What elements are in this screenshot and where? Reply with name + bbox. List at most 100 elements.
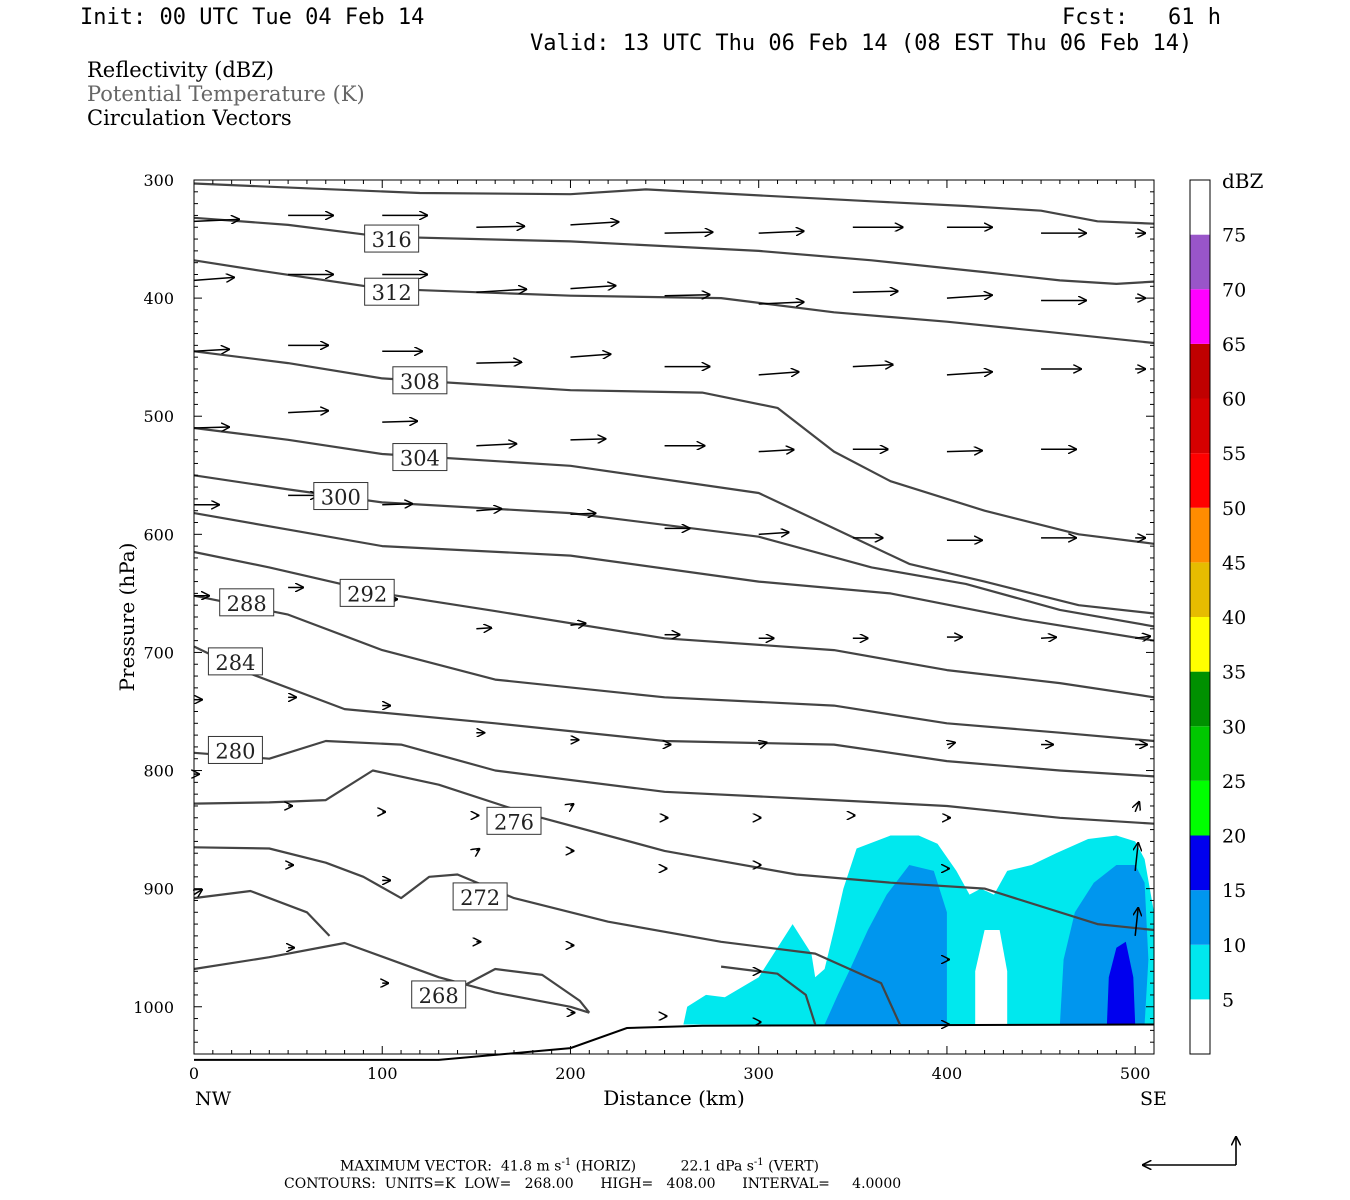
colorbar-level-label: 55 xyxy=(1222,443,1246,465)
theta-contour-272 xyxy=(193,846,901,1025)
circulation-vector xyxy=(382,421,417,422)
circulation-vector xyxy=(947,743,955,745)
y-tick-label: 300 xyxy=(143,171,174,190)
colorbar-frame xyxy=(1189,179,1211,1055)
colorbar-level-label: 20 xyxy=(1222,826,1246,848)
x-tick-label: 200 xyxy=(555,1064,586,1083)
circulation-vector xyxy=(758,532,789,534)
x-tick-label: 100 xyxy=(367,1064,398,1083)
theta-contour xyxy=(193,350,1155,545)
colorbar-level-label: 75 xyxy=(1222,225,1246,247)
contour-label: 288 xyxy=(227,592,267,616)
x-tick-label: 300 xyxy=(743,1064,774,1083)
theta-contour-268 xyxy=(193,941,590,1014)
colorbar-swatch xyxy=(1190,944,1210,1000)
reflectivity-gap xyxy=(975,930,1008,1025)
contour-label: 276 xyxy=(494,810,534,834)
contour-label-box xyxy=(364,277,420,306)
reflectivity-region-10dbz xyxy=(824,865,947,1025)
theta-contour xyxy=(720,965,817,1025)
colorbar-swatch xyxy=(1190,453,1210,508)
theta-contour-316 xyxy=(193,182,1155,225)
circulation-vector xyxy=(288,411,328,413)
circulation-vector xyxy=(570,513,595,514)
colorbar-level-label: 65 xyxy=(1222,334,1246,356)
circulation-vector xyxy=(946,451,982,452)
max-vector-label: MAXIMUM VECTOR: xyxy=(340,1158,492,1175)
circulation-vector xyxy=(1135,908,1138,936)
contour-label: 272 xyxy=(460,886,500,910)
circulation-vector xyxy=(476,849,479,851)
colorbar-swatch xyxy=(1190,890,1210,945)
contour-label-box xyxy=(486,806,542,835)
contour-label: 316 xyxy=(372,228,412,252)
circulation-vector xyxy=(570,286,615,289)
theta-contour-276 xyxy=(193,769,1155,932)
theta-contour-284 xyxy=(193,645,1155,778)
circulation-vector xyxy=(852,365,893,367)
circulation-vector xyxy=(759,743,767,745)
contour-label: 304 xyxy=(400,447,440,471)
contour-label-box xyxy=(219,588,275,617)
theta-contour xyxy=(456,967,591,1014)
y-tick-label: 600 xyxy=(143,525,174,544)
contour-label: 280 xyxy=(215,739,255,763)
circulation-vector xyxy=(664,295,710,296)
contour-label-box xyxy=(339,578,395,607)
circulation-vector xyxy=(476,509,501,511)
contour-label: 308 xyxy=(400,370,440,394)
theta-contour-308 xyxy=(193,426,1155,615)
colorbar-swatch xyxy=(1190,562,1210,617)
colorbar-swatch xyxy=(1190,726,1210,781)
contour-label-box xyxy=(411,980,467,1009)
theta-contour-288 xyxy=(193,594,1155,743)
x-tick-label: 0 xyxy=(189,1064,199,1083)
circulation-vector xyxy=(193,277,234,280)
horiz-exponent: -1 xyxy=(561,1157,572,1168)
circulation-vector xyxy=(570,439,605,440)
circulation-vector xyxy=(852,291,898,292)
terrain-line xyxy=(194,1023,1155,1061)
theta-contour-292 xyxy=(193,550,1155,699)
contour-label-box xyxy=(452,882,508,911)
reference-vector-icon xyxy=(1143,1137,1236,1165)
vector-field-label: Circulation Vectors xyxy=(87,106,292,130)
contour-label-box xyxy=(313,482,369,511)
circulation-vector xyxy=(476,362,521,363)
circulation-vector xyxy=(1135,802,1139,813)
contour-label-box xyxy=(207,735,263,764)
x-tick-label: 500 xyxy=(1120,1064,1151,1083)
circulation-vector xyxy=(476,226,524,227)
colorbar-level-label: 45 xyxy=(1222,552,1246,574)
y-tick-label: 900 xyxy=(143,880,174,899)
colorbar-swatch xyxy=(1190,780,1210,836)
theta-contour xyxy=(193,889,331,937)
y-tick-label: 700 xyxy=(143,643,174,662)
y-tick-label: 500 xyxy=(143,407,174,426)
circulation-vector xyxy=(1041,637,1056,638)
circulation-vector xyxy=(476,289,526,292)
circulation-vector xyxy=(570,623,585,625)
theta-field-label: Potential Temperature (K) xyxy=(87,82,365,106)
colorbar-level-label: 10 xyxy=(1222,935,1246,957)
colorbar-level-label: 40 xyxy=(1222,607,1246,629)
theta-contour-312 xyxy=(193,259,1155,345)
contour-label-box xyxy=(392,366,448,395)
colorbar-swatch xyxy=(1190,671,1210,727)
contour-label: 312 xyxy=(372,281,412,305)
x-axis-title: Distance (km) xyxy=(603,1086,745,1110)
colorbar-level-label: 30 xyxy=(1222,716,1246,738)
contour-label-box xyxy=(392,443,448,472)
circulation-vector xyxy=(758,231,804,233)
max-vert-value: 22.1 dPa s xyxy=(680,1158,754,1175)
x-tick-label: 400 xyxy=(932,1064,963,1083)
colorbar-swatch xyxy=(1190,180,1210,235)
circulation-vector xyxy=(758,302,804,304)
circulation-vector xyxy=(946,295,992,298)
circulation-vector xyxy=(193,349,229,351)
reflectivity-region-15dbz xyxy=(1106,941,1136,1025)
colorbar-level-label: 35 xyxy=(1222,662,1246,684)
circulation-vector xyxy=(476,628,491,629)
reflectivity-field-label: Reflectivity (dBZ) xyxy=(87,58,275,82)
circulation-vector xyxy=(570,354,610,357)
